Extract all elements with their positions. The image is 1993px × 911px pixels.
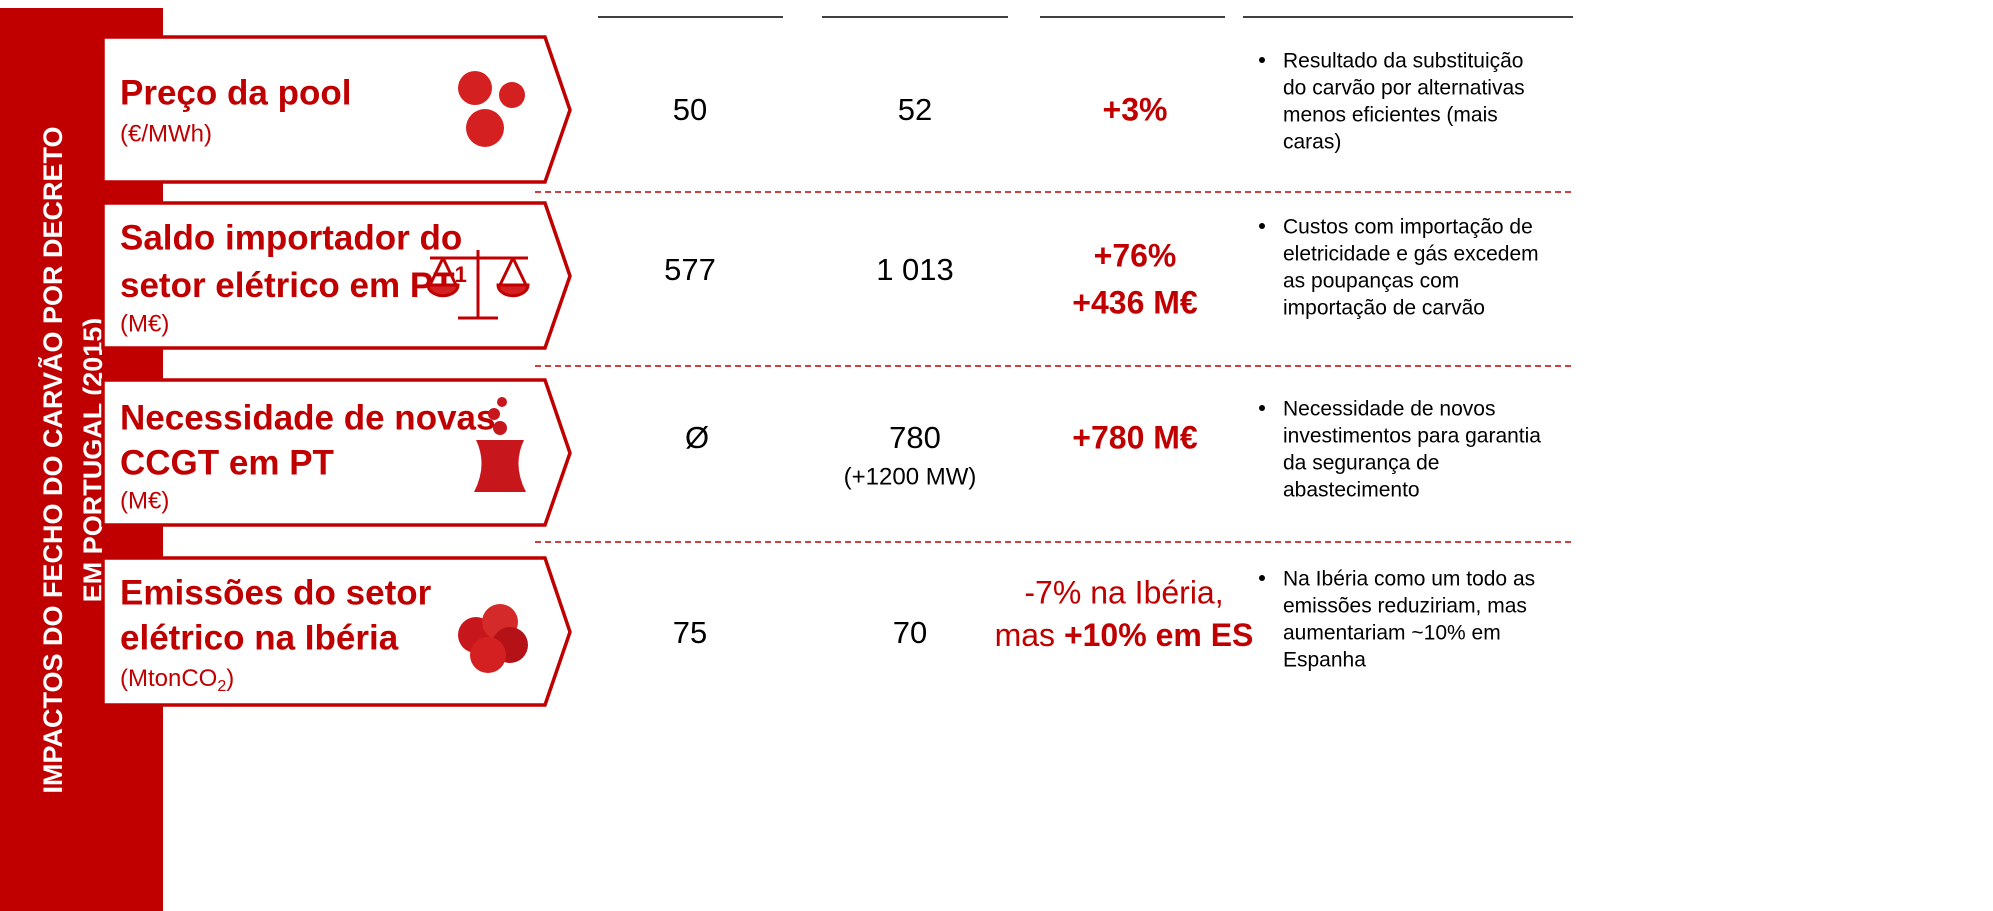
row-title: elétrico na Ibéria <box>120 618 399 657</box>
note-line: emissões reduziriam, mas <box>1283 595 1527 618</box>
bullet <box>1259 405 1265 411</box>
note-line: da segurança de <box>1283 452 1439 475</box>
change-bold: +10% em ES <box>1064 617 1253 653</box>
row-unit: (M€) <box>120 487 169 514</box>
title-text: setor elétrico em PT <box>120 266 455 305</box>
value-sub: (+1200 MW) <box>844 463 977 490</box>
change: +436 M€ <box>1072 284 1198 320</box>
row-box <box>101 378 572 527</box>
bullet <box>1259 575 1265 581</box>
row-title: Necessidade de novas <box>120 398 495 437</box>
cloud-icon <box>458 604 528 673</box>
row-box <box>101 556 572 707</box>
row-box <box>101 201 572 350</box>
note-line: eletricidade e gás excedem <box>1283 243 1539 266</box>
row-unit: (€/MWh) <box>120 120 212 147</box>
note-line: Custos com importação de <box>1283 216 1533 239</box>
tower-icon <box>474 397 526 492</box>
row-title: setor elétrico em PT1 <box>120 262 467 305</box>
note-line: abastecimento <box>1283 479 1420 502</box>
sidebar-line: IMPACTOS DO FECHO DO CARVÃO POR DECRETO <box>37 126 68 793</box>
note-line: do carvão por alternativas <box>1283 77 1525 100</box>
value: 50 <box>673 92 707 127</box>
change: +3% <box>1103 91 1168 127</box>
row-title: CCGT em PT <box>120 443 334 482</box>
note-line: Na Ibéria como um todo as <box>1283 568 1535 591</box>
scale-icon <box>426 250 530 320</box>
row-unit: (MtonCO2) <box>120 665 234 695</box>
unit-sub: 2 <box>217 678 226 695</box>
note-line: as poupanças com <box>1283 270 1459 293</box>
change: mas +10% em ES <box>995 617 1254 653</box>
value: 52 <box>898 92 932 127</box>
note-line: investimentos para garantia <box>1283 425 1541 448</box>
row-title: Preço da pool <box>120 73 351 112</box>
note-line: Necessidade de novos <box>1283 398 1495 421</box>
bullet <box>1259 223 1265 229</box>
coins-icon <box>458 71 525 147</box>
row-box <box>101 35 572 184</box>
notes: Resultado da substituição do carvão por a… <box>1259 50 1541 672</box>
note-line: caras) <box>1283 131 1341 154</box>
value: 75 <box>673 615 707 650</box>
value: Ø <box>685 420 709 455</box>
note-line: Resultado da substituição <box>1283 50 1524 73</box>
change-text: mas <box>995 617 1064 653</box>
value: 577 <box>664 252 716 287</box>
value: 1 013 <box>876 252 954 287</box>
row-title: Saldo importador do <box>120 218 462 257</box>
change: -7% na Ibéria, <box>1024 574 1223 610</box>
note-line: Espanha <box>1283 649 1366 672</box>
row-title: Emissões do setor <box>120 573 432 612</box>
bullet <box>1259 57 1265 63</box>
value: 70 <box>893 615 927 650</box>
note-line: importação de carvão <box>1283 297 1485 320</box>
value: 780 <box>889 420 941 455</box>
footnote: 1 <box>455 262 467 287</box>
unit-text: ) <box>226 665 234 692</box>
note-line: menos eficientes (mais <box>1283 104 1498 127</box>
note-line: aumentariam ~10% em <box>1283 622 1501 645</box>
change: +780 M€ <box>1072 419 1198 455</box>
unit-text: (MtonCO <box>120 665 217 692</box>
row-unit: (M€) <box>120 310 169 337</box>
change: +76% <box>1094 237 1177 273</box>
